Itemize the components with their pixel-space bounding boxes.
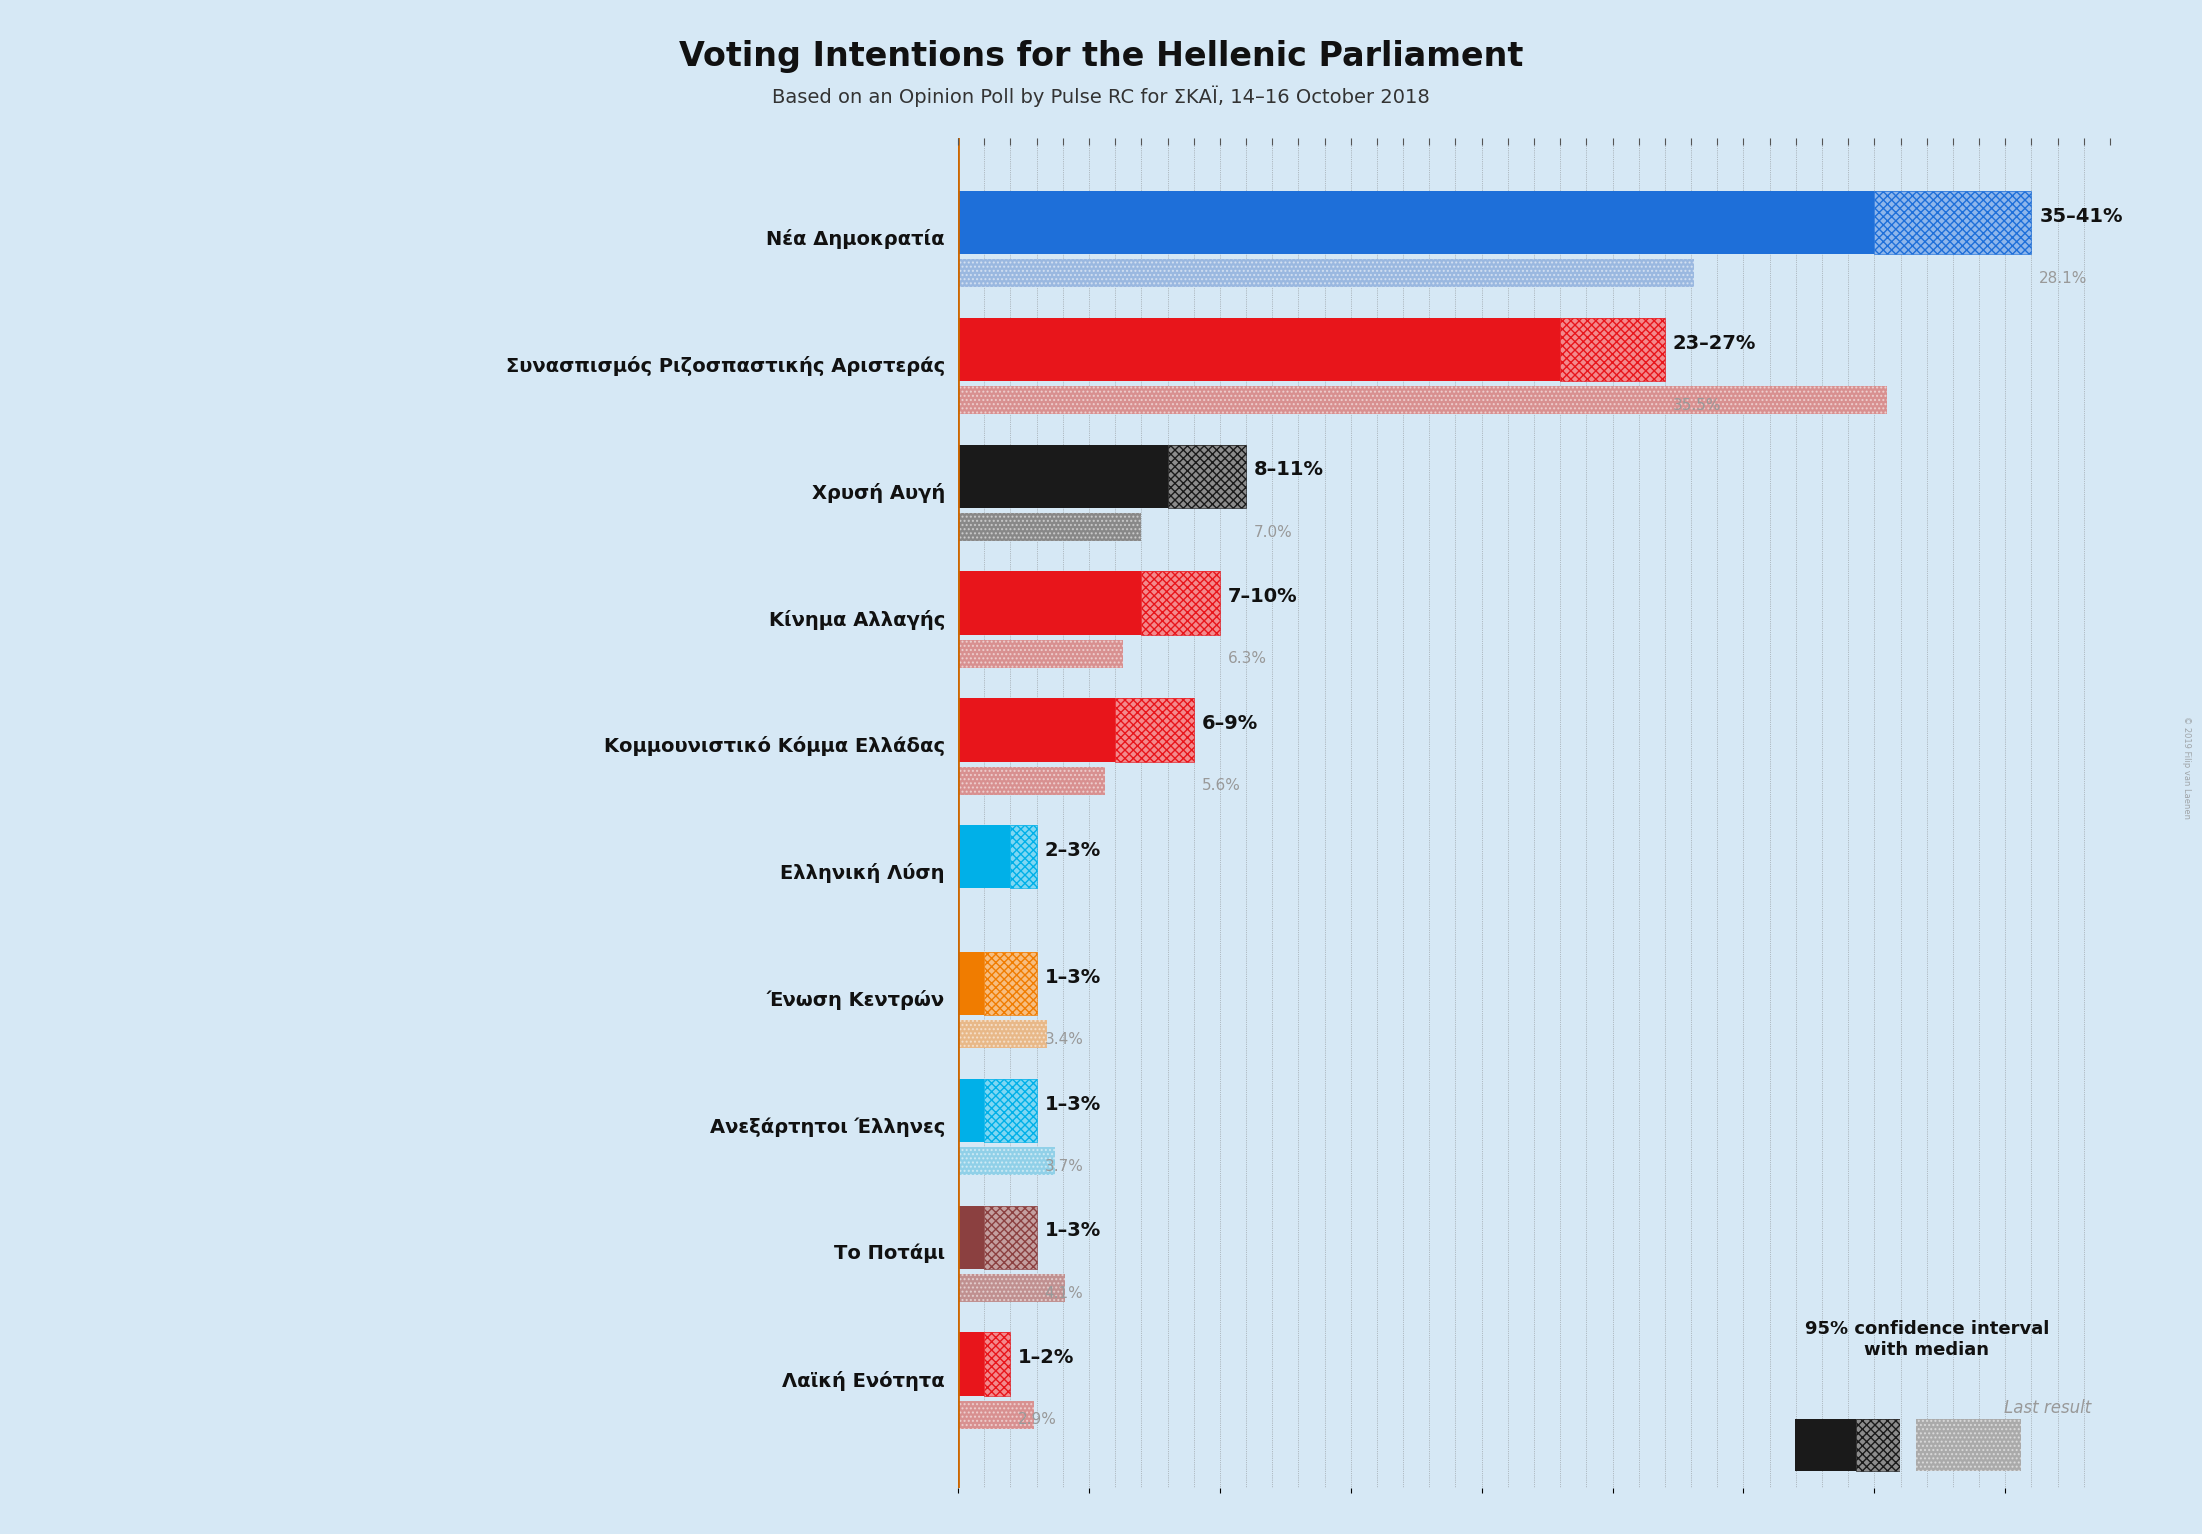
Bar [958,512,1141,542]
Bar [984,1333,1011,1396]
Bar [958,387,1887,414]
Bar [958,1275,1066,1302]
Text: Ελληνική Λύση: Ελληνική Λύση [780,864,945,884]
Text: Συνασπισμός Ριζοσπαστικής Αριστεράς: Συνασπισμός Ριζοσπαστικής Αριστεράς [506,356,945,376]
Bar [1167,445,1246,508]
Bar [1916,1419,2021,1471]
Bar [1561,318,1665,382]
Text: 35.5%: 35.5% [1674,397,1722,413]
Text: 2.9%: 2.9% [1017,1413,1057,1427]
Bar [958,318,1561,382]
Bar [984,1078,1037,1143]
Bar [958,445,1167,508]
Bar [1856,1419,1900,1471]
Bar [958,259,1693,287]
Bar [958,387,1887,414]
Text: Voting Intentions for the Hellenic Parliament: Voting Intentions for the Hellenic Parli… [678,40,1524,74]
Bar [958,1275,1066,1302]
Bar [958,825,1011,888]
Bar [958,767,1105,795]
Bar [1874,192,2032,255]
Bar [958,1078,984,1143]
Bar [958,1020,1048,1048]
Bar [958,259,1693,287]
Text: Ένωση Κεντρών: Ένωση Κεντρών [766,989,945,1009]
Bar [1011,825,1037,888]
Bar [958,767,1105,795]
Text: 2–3%: 2–3% [1044,841,1101,861]
Bar [958,1206,984,1269]
Bar [1916,1419,2021,1471]
Bar [958,1333,984,1396]
Bar [1874,192,2032,255]
Bar [984,1206,1037,1269]
Bar [1114,698,1193,762]
Text: 6–9%: 6–9% [1202,715,1257,733]
Text: 3.7%: 3.7% [1044,1158,1083,1174]
Text: Κίνημα Αλλαγής: Κίνημα Αλλαγής [768,609,945,629]
Bar [958,1401,1035,1428]
Bar [1167,445,1246,508]
Bar [984,953,1037,1016]
Bar [1141,572,1220,635]
Bar [958,1020,1048,1048]
Bar [1856,1419,1900,1471]
Text: 23–27%: 23–27% [1674,334,1757,353]
Text: 5.6%: 5.6% [1202,778,1240,793]
Text: 35–41%: 35–41% [2039,207,2123,225]
Text: 7.0%: 7.0% [1253,525,1293,540]
Bar [984,1078,1037,1143]
Bar [984,953,1037,1016]
Bar [1141,572,1220,635]
Bar [984,1333,1011,1396]
Text: 1–3%: 1–3% [1044,968,1101,986]
Text: Based on an Opinion Poll by Pulse RC for ΣΚΑΪ, 14–16 October 2018: Based on an Opinion Poll by Pulse RC for… [773,86,1429,107]
Text: 1–2%: 1–2% [1017,1348,1075,1367]
Bar [958,572,1141,635]
Bar [984,1078,1037,1143]
Text: 1–3%: 1–3% [1044,1095,1101,1114]
Text: Χρυσή Αυγή: Χρυσή Αυγή [813,483,945,503]
Bar [1011,825,1037,888]
Text: Ανεξάρτητοι Έλληνες: Ανεξάρτητοι Έλληνες [709,1117,945,1137]
Text: Last result: Last result [2004,1399,2092,1417]
Bar [1561,318,1665,382]
Bar [1856,1419,1900,1471]
Bar [958,1147,1055,1175]
Text: 4.1%: 4.1% [1044,1285,1083,1301]
Bar [1141,572,1220,635]
Bar [958,953,984,1016]
Text: 7–10%: 7–10% [1229,588,1297,606]
Bar [1874,192,2032,255]
Bar [958,698,1114,762]
Text: Το Ποτάμι: Το Ποτάμι [835,1244,945,1264]
Bar [1167,445,1246,508]
Bar [1114,698,1193,762]
Text: 6.3%: 6.3% [1229,652,1266,666]
Text: 1–3%: 1–3% [1044,1221,1101,1241]
Text: 8–11%: 8–11% [1253,460,1323,480]
Bar [958,1401,1035,1428]
Text: Κομμουνιστικό Κόμμα Ελλάδας: Κομμουνιστικό Κόμμα Ελλάδας [603,736,945,756]
Text: 3.4%: 3.4% [1044,1032,1083,1046]
Bar [1561,318,1665,382]
Bar [984,1206,1037,1269]
Text: 95% confidence interval
with median: 95% confidence interval with median [1806,1319,2048,1359]
Bar [984,953,1037,1016]
Bar [984,1333,1011,1396]
Bar [958,1147,1055,1175]
Text: 28.1%: 28.1% [2039,272,2087,285]
Text: Λαϊκή Ενότητα: Λαϊκή Ενότητα [782,1370,945,1390]
Bar [1011,825,1037,888]
Bar [1114,698,1193,762]
Bar [958,512,1141,542]
Bar [958,192,1874,255]
Bar [958,640,1123,667]
Bar [1795,1419,1856,1471]
Bar [958,640,1123,667]
Text: Νέα Δημοκρατία: Νέα Δημοκρατία [766,229,945,249]
Bar [984,1206,1037,1269]
Text: © 2019 Filip van Laenen: © 2019 Filip van Laenen [2182,715,2191,819]
